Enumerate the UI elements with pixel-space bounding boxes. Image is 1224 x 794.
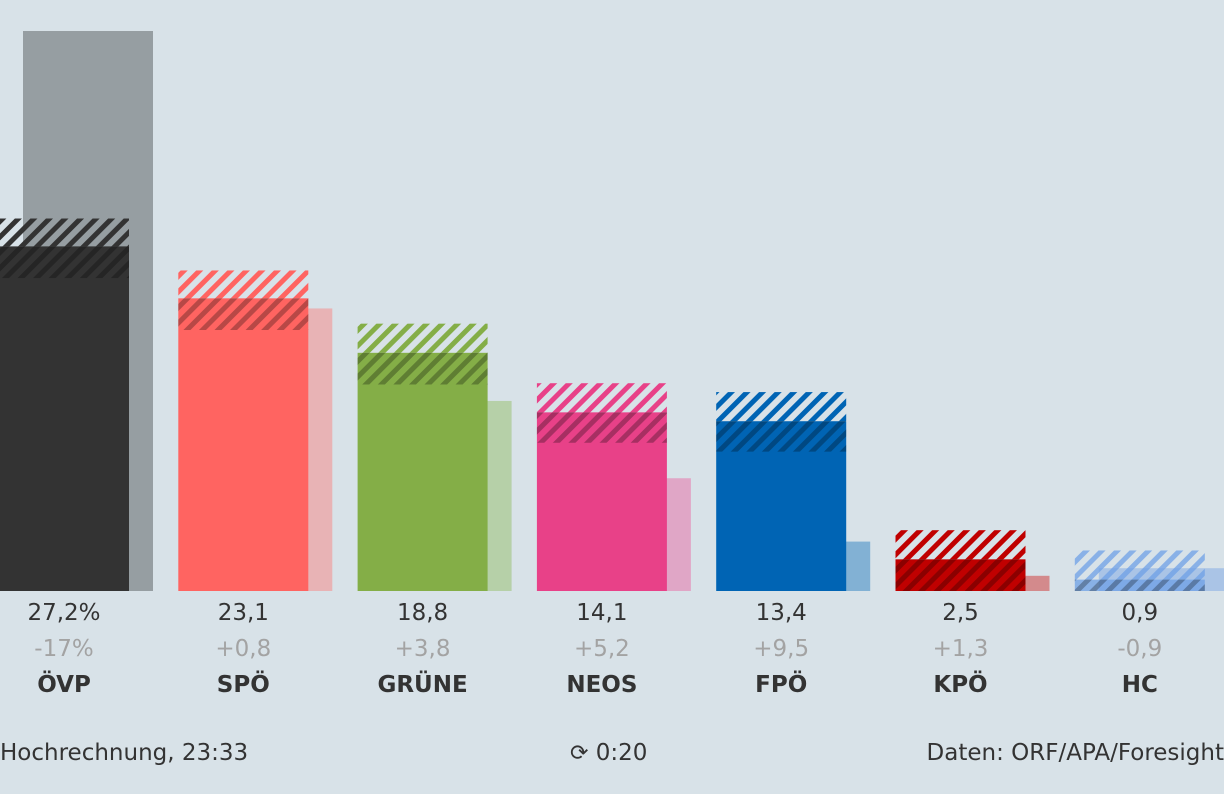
uncertainty-hatch-upper [716, 392, 847, 422]
election-bar-chart [0, 31, 1224, 591]
uncertainty-hatch-upper [536, 383, 667, 413]
result-bar [178, 298, 309, 591]
uncertainty-hatch-lower [1074, 579, 1205, 591]
refresh-timer[interactable]: ⟳ 0:20 [570, 740, 647, 766]
change-label: -17% [34, 636, 94, 662]
value-label: 2,5 [942, 600, 979, 626]
change-label: +5,2 [573, 636, 630, 662]
value-label: 0,9 [1121, 600, 1159, 626]
party-name: GRÜNE [377, 672, 468, 698]
value-label: 23,1 [217, 600, 269, 626]
uncertainty-hatch-upper [357, 323, 488, 353]
party-group-1 [178, 270, 333, 591]
uncertainty-hatch-upper [895, 530, 1026, 560]
result-bar [0, 246, 129, 591]
party-group-0 [0, 31, 153, 591]
value-label: 14,1 [576, 600, 628, 626]
party-name: ÖVP [37, 672, 91, 698]
value-label: 18,8 [396, 600, 449, 626]
party-name: NEOS [566, 672, 638, 698]
value-label: 27,2% [27, 600, 101, 626]
party-name: FPÖ [755, 672, 808, 698]
refresh-icon: ⟳ [570, 741, 589, 766]
uncertainty-hatch-lower [178, 298, 309, 331]
party-group-3 [536, 383, 691, 591]
timer-value: 0:20 [595, 740, 648, 766]
footer-source: Daten: ORF/APA/Foresight [926, 740, 1224, 766]
uncertainty-hatch-lower [0, 246, 129, 279]
party-group-2 [357, 323, 512, 591]
party-group-6 [1074, 550, 1224, 591]
uncertainty-hatch-lower [536, 412, 667, 443]
change-label: +0,8 [215, 636, 272, 662]
footer-forecast-time: Hochrechnung, 23:33 [0, 740, 249, 766]
uncertainty-hatch-lower [895, 559, 1026, 591]
change-label: +9,5 [753, 636, 810, 662]
value-label: 13,4 [755, 600, 807, 626]
uncertainty-hatch-lower [357, 352, 488, 385]
change-label: +3,8 [394, 636, 451, 662]
uncertainty-hatch-upper [178, 270, 309, 299]
party-name: KPÖ [933, 672, 988, 698]
uncertainty-hatch-lower [716, 421, 847, 452]
uncertainty-hatch-upper [0, 218, 129, 247]
party-name: HC [1121, 672, 1158, 698]
result-bar [357, 352, 488, 591]
change-label: -0,9 [1117, 636, 1163, 662]
party-group-4 [716, 392, 871, 591]
change-label: +1,3 [932, 636, 989, 662]
party-name: SPÖ [216, 672, 270, 698]
party-group-5 [895, 530, 1050, 591]
uncertainty-hatch-upper [1074, 550, 1205, 580]
